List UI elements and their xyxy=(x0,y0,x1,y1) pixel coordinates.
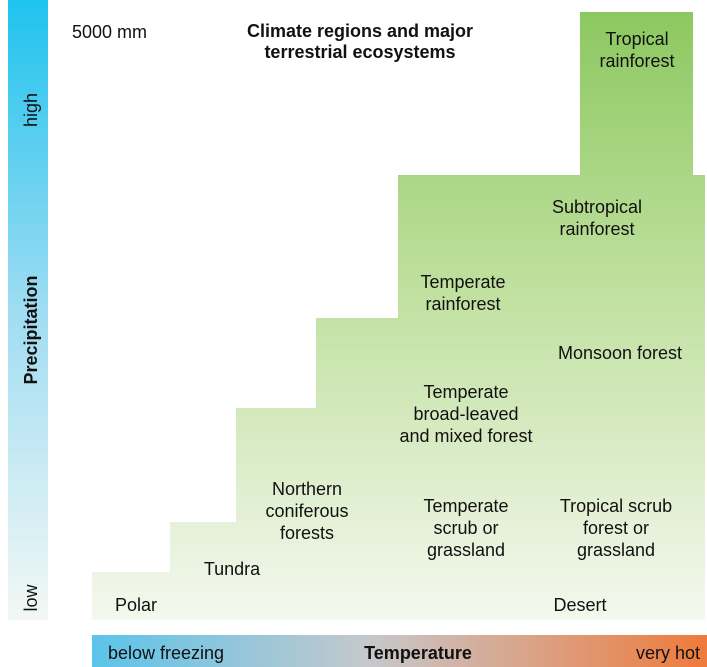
ecosystem-label: Desert xyxy=(553,595,606,615)
ecosystem-label: Polar xyxy=(115,595,157,615)
ecosystem-label: grassland xyxy=(427,540,505,560)
high-label: high xyxy=(21,93,41,127)
ecosystem-label: grassland xyxy=(577,540,655,560)
temp-low: below freezing xyxy=(108,643,224,663)
ecosystem-label: forest or xyxy=(583,518,649,538)
ecosystem-label: rainforest xyxy=(425,294,500,314)
ecosystem-label: forests xyxy=(280,523,334,543)
ecosystem-label: rainforest xyxy=(559,219,634,239)
ecosystem-label: Subtropical xyxy=(552,197,642,217)
ecosystem-steps xyxy=(92,12,705,620)
ecosystem-label: Temperate xyxy=(423,382,508,402)
ecosystem-label: and mixed forest xyxy=(399,426,532,446)
ecosystem-label: coniferous xyxy=(265,501,348,521)
temp-high: very hot xyxy=(636,643,700,663)
temperature-label: Temperature xyxy=(364,643,472,663)
title: terrestrial ecosystems xyxy=(264,42,455,62)
ecosystem-label: Tropical xyxy=(605,29,668,49)
ecosystem-label: Temperate xyxy=(420,272,505,292)
precipitation-bar xyxy=(8,0,48,620)
title: Climate regions and major xyxy=(247,21,473,41)
ecosystem-label: Monsoon forest xyxy=(558,343,682,363)
ecosystem-label: Northern xyxy=(272,479,342,499)
max-label: 5000 mm xyxy=(72,22,147,42)
ecosystem-label: broad-leaved xyxy=(413,404,518,424)
ecosystem-label: Tundra xyxy=(204,559,261,579)
low-label: low xyxy=(21,583,41,611)
precipitation-label: Precipitation xyxy=(21,275,41,384)
ecosystem-label: rainforest xyxy=(599,51,674,71)
ecosystem-label: Tropical scrub xyxy=(560,496,672,516)
ecosystem-label: scrub or xyxy=(433,518,498,538)
temperature-bar xyxy=(92,635,707,667)
ecosystem-label: Temperate xyxy=(423,496,508,516)
